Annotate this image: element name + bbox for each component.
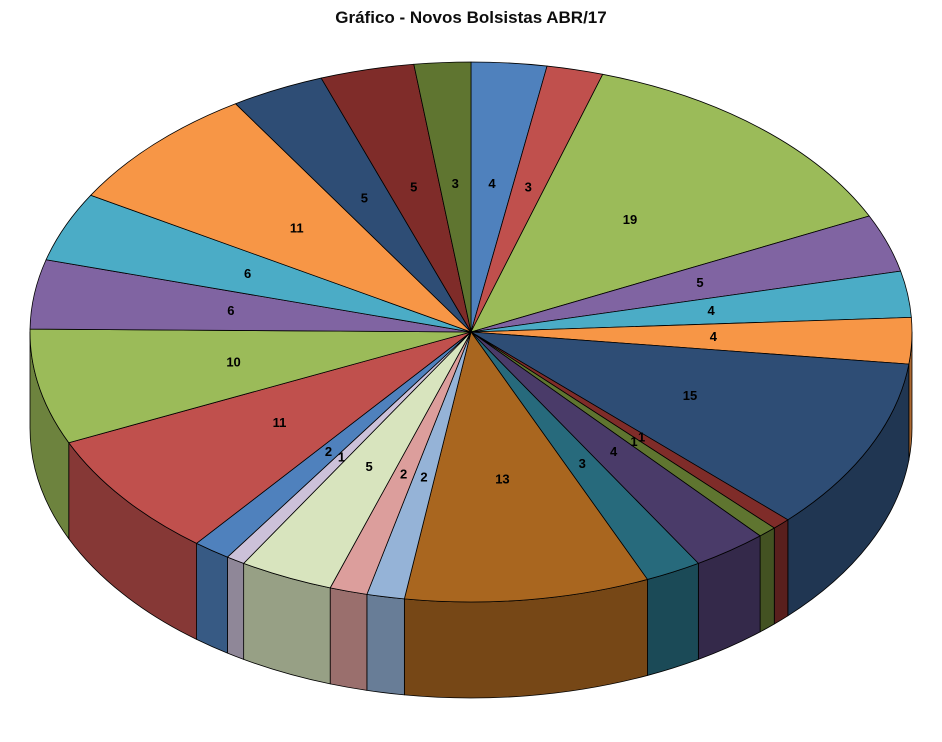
chart-title: Gráfico - Novos Bolsistas ABR/17 bbox=[335, 8, 607, 27]
slice-value-label: 1 bbox=[630, 434, 637, 449]
slice-value-label: 1 bbox=[338, 450, 345, 465]
slice-value-label: 5 bbox=[366, 459, 373, 474]
slice-value-label: 3 bbox=[452, 176, 459, 191]
slice-value-label: 6 bbox=[244, 266, 251, 281]
slice-value-label: 11 bbox=[273, 415, 287, 430]
pie-slice-side[interactable] bbox=[366, 593, 405, 696]
slice-value-label: 11 bbox=[290, 221, 304, 236]
slice-value-label: 4 bbox=[610, 444, 618, 459]
slice-value-label: 2 bbox=[420, 470, 427, 485]
slice-value-label: 4 bbox=[708, 303, 716, 318]
slice-value-label: 4 bbox=[710, 329, 718, 344]
slice-value-label: 4 bbox=[488, 176, 496, 191]
pie-slice-side[interactable] bbox=[196, 542, 228, 654]
pie-slice[interactable] bbox=[29, 328, 472, 444]
pie-slice-side[interactable] bbox=[773, 519, 789, 625]
slice-value-label: 3 bbox=[579, 456, 586, 471]
pie-slice[interactable] bbox=[470, 73, 870, 333]
pie-slice-side[interactable] bbox=[329, 587, 368, 691]
slice-value-label: 2 bbox=[400, 467, 407, 482]
pie-slice[interactable] bbox=[470, 331, 910, 521]
slice-value-label: 10 bbox=[226, 354, 240, 369]
slice-value-label: 5 bbox=[361, 191, 368, 206]
pie-slice-side[interactable] bbox=[759, 527, 775, 633]
slice-value-label: 19 bbox=[623, 212, 637, 227]
slice-value-label: 1 bbox=[638, 430, 645, 445]
slice-value-label: 5 bbox=[410, 180, 417, 195]
slice-value-label: 6 bbox=[227, 303, 234, 318]
pie-slice[interactable] bbox=[413, 61, 472, 333]
pie-slice[interactable] bbox=[68, 331, 472, 544]
slice-value-label: 13 bbox=[495, 471, 509, 486]
pie-slice[interactable] bbox=[90, 103, 472, 333]
slice-value-label: 2 bbox=[325, 444, 332, 459]
slice-value-label: 5 bbox=[696, 275, 703, 290]
pie-slice[interactable] bbox=[403, 331, 648, 603]
slice-value-label: 15 bbox=[683, 388, 697, 403]
pie-slice-side[interactable] bbox=[647, 562, 699, 676]
pie-slice-side[interactable] bbox=[227, 556, 245, 660]
slice-value-label: 3 bbox=[525, 180, 532, 195]
